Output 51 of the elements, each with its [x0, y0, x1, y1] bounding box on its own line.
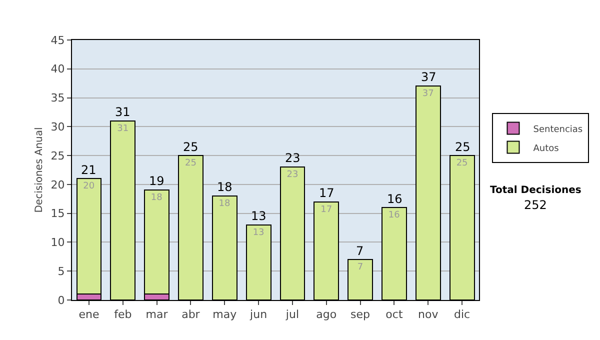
- y-tick-label: 5: [58, 264, 65, 278]
- data-label: 18: [218, 199, 230, 209]
- data-label: 20: [83, 182, 95, 192]
- y-tick-label: 0: [58, 294, 65, 307]
- total-label: 18: [217, 180, 232, 194]
- y-tick-label: 35: [50, 92, 65, 105]
- data-label: 25: [184, 158, 196, 169]
- total-label: 37: [421, 70, 436, 84]
- data-label: 7: [357, 262, 364, 273]
- legend-label: Autos: [533, 144, 560, 154]
- y-tick-label: 45: [50, 34, 65, 47]
- data-label: 23: [286, 170, 298, 180]
- x-tick-label: ago: [316, 308, 337, 322]
- data-label: 17: [320, 204, 332, 215]
- total-label: 23: [285, 151, 300, 165]
- y-tick-label: 10: [50, 236, 65, 250]
- y-tick-label: 30: [50, 120, 65, 134]
- total-label: 7: [356, 244, 364, 258]
- x-tick-label: nov: [418, 308, 439, 322]
- x-tick-label: jul: [284, 308, 300, 322]
- x-tick-label: ene: [78, 308, 100, 322]
- x-tick-label: may: [212, 308, 238, 322]
- y-tick-label: 40: [50, 62, 65, 76]
- text: 252: [524, 198, 547, 212]
- total-label: 25: [183, 140, 198, 154]
- x-tick-label: sep: [350, 308, 370, 322]
- total-label: 19: [149, 174, 164, 188]
- x-tick-label: abr: [182, 308, 200, 322]
- data-label: 31: [117, 124, 129, 134]
- data-label: 18: [150, 193, 163, 204]
- y-axis-title: Decisiones Anual: [34, 127, 45, 213]
- data-label: 37: [422, 89, 434, 100]
- total-label: 25: [455, 140, 470, 154]
- total-label: 31: [115, 105, 130, 119]
- total-label: 21: [81, 163, 96, 177]
- y-tick-label: 15: [50, 207, 65, 220]
- legend-label: Sentencias: [533, 124, 583, 135]
- total-label: 17: [319, 186, 334, 200]
- data-label: 16: [388, 210, 400, 221]
- total-label: 13: [251, 209, 266, 223]
- y-tick-label: 20: [50, 178, 65, 192]
- total-label: 16: [387, 192, 402, 206]
- x-tick-label: dic: [454, 308, 470, 322]
- x-tick-label: feb: [114, 308, 132, 322]
- text: Total Decisiones: [490, 185, 582, 196]
- x-tick-label: jun: [249, 308, 268, 322]
- x-tick-label: mar: [146, 308, 168, 322]
- y-tick-label: 25: [50, 149, 65, 162]
- data-label: 25: [456, 158, 468, 169]
- data-label: 13: [252, 228, 264, 238]
- x-tick-label: oct: [386, 308, 404, 322]
